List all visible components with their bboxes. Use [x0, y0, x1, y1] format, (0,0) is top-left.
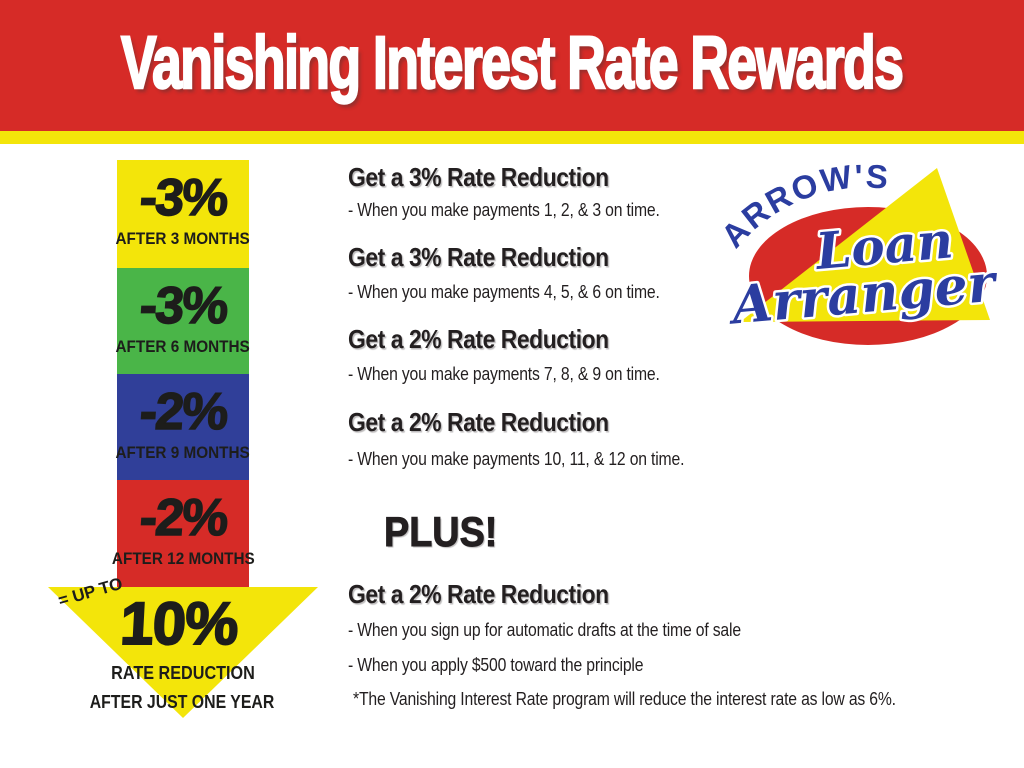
benefit-heading: Get a 2% Rate Reduction [348, 407, 609, 437]
benefit-heading: Get a 3% Rate Reduction [348, 242, 609, 272]
ladder-step-12-months: -2% AFTER 12 MONTHS [112, 480, 254, 587]
benefit-detail: - When you make payments 4, 5, & 6 on ti… [348, 281, 660, 302]
rate-value: -2% [137, 382, 229, 442]
total-rate-sublabel: AFTER JUST ONE YEAR [89, 692, 275, 712]
benefit-detail: - When you apply $500 toward the princip… [348, 654, 644, 675]
plus-label: PLUS! [384, 508, 498, 555]
page-title: Vanishing Interest Rate Rewards [120, 20, 905, 106]
rate-period: AFTER 12 MONTHS [111, 549, 255, 568]
ladder-step-3-months: -3% AFTER 3 MONTHS [115, 160, 251, 268]
total-rate-label: RATE REDUCTION [111, 663, 255, 683]
benefit-disclaimer: *The Vanishing Interest Rate program wil… [353, 688, 896, 709]
benefit-detail: - When you sign up for automatic drafts … [348, 619, 741, 640]
rate-period: AFTER 3 MONTHS [115, 229, 251, 248]
accent-stripe [0, 131, 1024, 144]
benefit-detail: - When you make payments 7, 8, & 9 on ti… [348, 363, 660, 384]
rate-value: -3% [137, 276, 229, 336]
company-logo: ARROW'S Loan Arranger [711, 154, 1003, 345]
rate-period: AFTER 6 MONTHS [115, 337, 251, 356]
benefit-heading: Get a 3% Rate Reduction [348, 162, 609, 192]
logo-triangle [740, 168, 990, 322]
title-banner: Vanishing Interest Rate Rewards [0, 0, 1024, 131]
rate-value: -3% [137, 168, 229, 228]
rate-value: -2% [137, 488, 229, 548]
benefit-heading: Get a 2% Rate Reduction [348, 324, 609, 354]
total-rate-value: 10% [118, 589, 241, 658]
ladder-step-6-months: -3% AFTER 6 MONTHS [115, 268, 251, 374]
logo-loan-text: Loan [812, 210, 956, 281]
benefit-detail: - When you make payments 10, 11, & 12 on… [348, 448, 685, 469]
rate-period: AFTER 9 MONTHS [115, 443, 251, 462]
logo-arranger-text: Arranger [725, 252, 1001, 336]
ladder-step-9-months: -2% AFTER 9 MONTHS [115, 374, 251, 480]
benefit-detail: - When you make payments 1, 2, & 3 on ti… [348, 199, 660, 220]
down-arrow-shape [48, 587, 318, 718]
benefit-heading: Get a 2% Rate Reduction [348, 579, 609, 609]
